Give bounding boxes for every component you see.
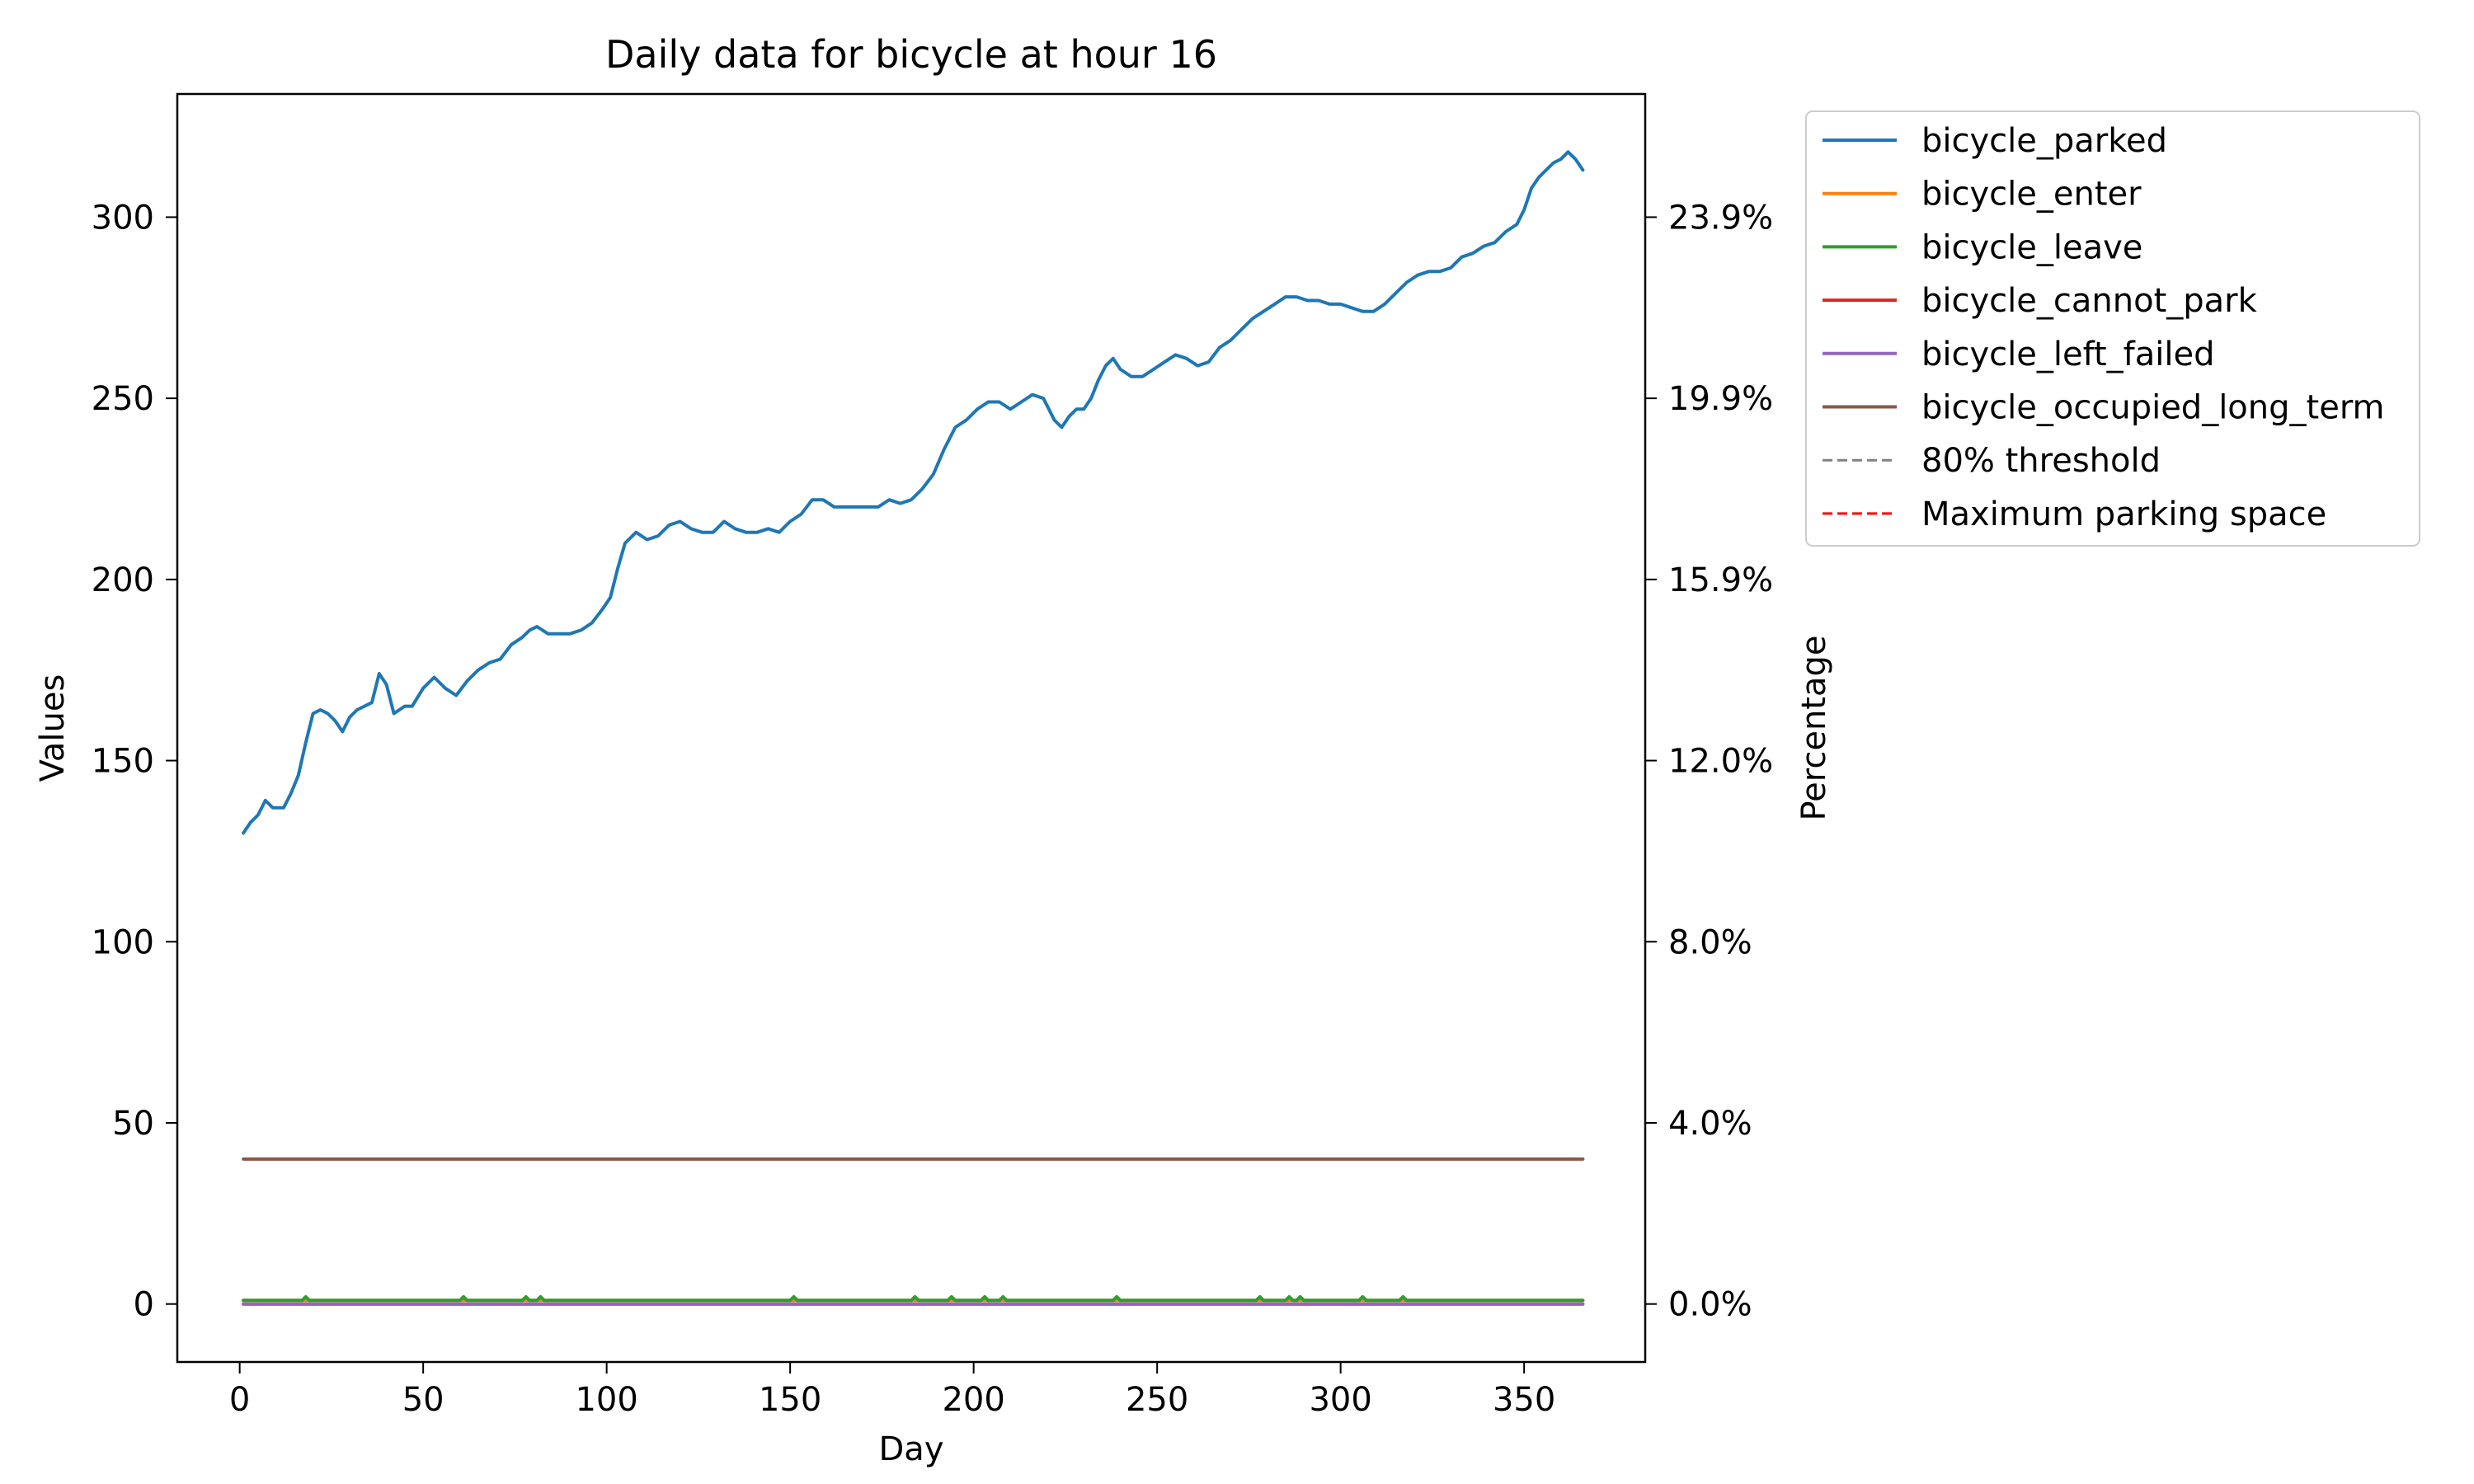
x-tick-label: 50 <box>402 1381 444 1419</box>
y2-axis-label: Percentage <box>1795 635 1833 820</box>
y-tick-label: 150 <box>92 743 154 781</box>
plot-area <box>242 150 1585 1306</box>
y-tick-label: 300 <box>92 199 154 237</box>
y-axis-label: Values <box>34 674 72 782</box>
y-tick-label: 250 <box>92 380 154 418</box>
legend-label-bicycle-occupied-long-term: bicycle_occupied_long_term <box>1921 389 2385 427</box>
legend-label-maximum-parking-space: Maximum parking space <box>1921 495 2326 533</box>
axes: 0 50 100 150 200 250 300 350 0 50 100 150 200 250 300 0… <box>92 92 1773 1419</box>
legend-frame <box>1805 110 2420 547</box>
y2-tick-label: 23.9% <box>1668 199 1773 237</box>
legend-label-80-threshold: 80% threshold <box>1921 442 2161 480</box>
legend-label-bicycle-parked: bicycle_parked <box>1921 122 2167 160</box>
x-tick-label: 150 <box>759 1381 821 1419</box>
x-tick-label: 250 <box>1126 1381 1188 1419</box>
x-tick-label: 200 <box>942 1381 1004 1419</box>
y-tick-label: 50 <box>112 1105 154 1143</box>
y2-tick-label: 12.0% <box>1668 743 1773 781</box>
legend-label-bicycle-enter: bicycle_enter <box>1921 176 2142 214</box>
y-tick-label: 0 <box>134 1286 154 1324</box>
legend-label-bicycle-leave: bicycle_leave <box>1921 228 2142 266</box>
chart-title: Daily data for bicycle at hour 16 <box>605 32 1217 77</box>
x-tick-label: 350 <box>1493 1381 1555 1419</box>
series-line-bicycle-parked <box>242 150 1585 835</box>
y-tick-label: 100 <box>92 923 154 961</box>
y2-tick-label: 15.9% <box>1668 561 1773 599</box>
legend: bicycle_parked bicycle_enter bicycle_leave… <box>1805 110 2420 547</box>
axes-frame <box>176 92 1647 1364</box>
x-tick-label: 300 <box>1309 1381 1371 1419</box>
y-tick-label: 200 <box>92 561 154 599</box>
y2-tick-label: 4.0% <box>1668 1105 1752 1143</box>
x-tick-label: 100 <box>575 1381 637 1419</box>
y2-tick-label: 0.0% <box>1668 1286 1752 1324</box>
y2-tick-label: 19.9% <box>1668 380 1773 418</box>
series-line-bicycle-leave <box>242 1294 1585 1303</box>
legend-label-bicycle-cannot-park: bicycle_cannot_park <box>1921 282 2258 320</box>
legend-label-bicycle-left-failed: bicycle_left_failed <box>1921 336 2215 373</box>
y2-tick-label: 8.0% <box>1668 923 1752 961</box>
x-axis-label: Day <box>879 1430 944 1468</box>
x-tick-label: 0 <box>229 1381 250 1419</box>
